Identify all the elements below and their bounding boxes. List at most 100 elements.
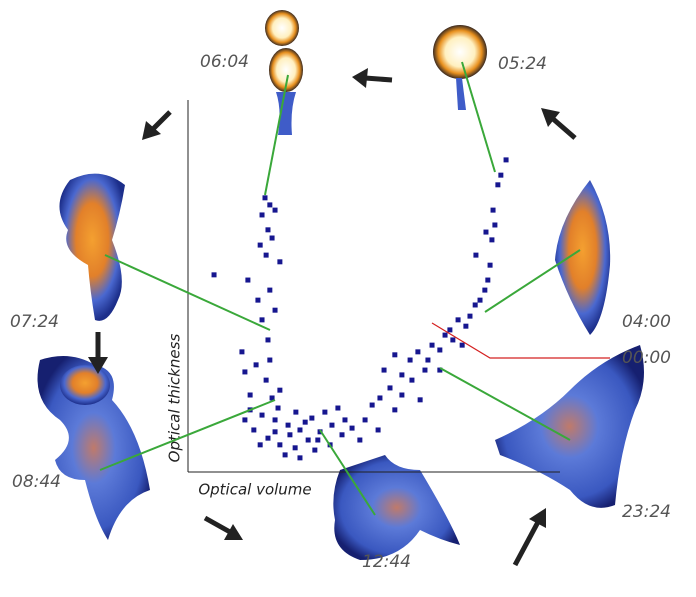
data-point (408, 358, 413, 363)
arrows (88, 68, 575, 565)
time-label: 06:04 (200, 52, 249, 72)
data-point (297, 455, 302, 460)
data-point (460, 343, 465, 348)
data-point (315, 438, 320, 443)
data-point (265, 227, 270, 232)
data-point (283, 452, 288, 457)
data-point (377, 395, 382, 400)
data-point (239, 349, 244, 354)
data-point (212, 272, 217, 277)
data-point (363, 417, 368, 422)
data-point (483, 230, 488, 235)
data-point (425, 358, 430, 363)
data-point (399, 372, 404, 377)
data-point (485, 278, 490, 283)
data-point (447, 327, 452, 332)
data-point (264, 253, 269, 258)
data-point (478, 298, 483, 303)
time-label: 12:44 (362, 552, 411, 572)
data-point (322, 410, 327, 415)
data-point (329, 423, 334, 428)
data-point (248, 392, 253, 397)
data-point (312, 448, 317, 453)
data-point (242, 369, 247, 374)
data-point (277, 442, 282, 447)
data-point (482, 288, 487, 293)
data-point (422, 368, 427, 373)
data-point (504, 157, 509, 162)
data-point (306, 438, 311, 443)
data-point (287, 432, 292, 437)
data-point (309, 416, 314, 421)
cells (38, 10, 645, 560)
time-label: 00:00 (622, 348, 671, 368)
data-point (488, 263, 493, 268)
data-point (370, 403, 375, 408)
data-point (293, 410, 298, 415)
data-point (418, 397, 423, 402)
data-point (255, 298, 260, 303)
axes (188, 100, 560, 472)
data-point (382, 368, 387, 373)
data-point (430, 343, 435, 348)
data-point (242, 417, 247, 422)
data-point (265, 337, 270, 342)
data-point (267, 358, 272, 363)
data-point (492, 222, 497, 227)
data-point (463, 324, 468, 329)
data-point (297, 427, 302, 432)
data-point (495, 182, 500, 187)
data-point (409, 378, 414, 383)
data-point (357, 438, 362, 443)
data-point (450, 337, 455, 342)
scatter-points (212, 157, 509, 460)
data-point (260, 212, 265, 217)
data-point (273, 308, 278, 313)
data-point (437, 347, 442, 352)
data-point (267, 202, 272, 207)
data-point (342, 417, 347, 422)
time-label: 05:24 (498, 54, 547, 74)
data-point (254, 362, 259, 367)
data-point (467, 314, 472, 319)
data-point (273, 417, 278, 422)
data-point (498, 173, 503, 178)
data-point (251, 427, 256, 432)
data-point (264, 378, 269, 383)
x-axis-label: Optical volume (198, 481, 311, 499)
time-label: 07:24 (10, 312, 59, 332)
time-label: 04:00 (622, 312, 671, 332)
data-point (489, 237, 494, 242)
data-point (350, 426, 355, 431)
data-point (286, 423, 291, 428)
data-point (245, 278, 250, 283)
time-label: 23:24 (622, 502, 671, 522)
data-point (392, 407, 397, 412)
data-point (376, 427, 381, 432)
data-point (335, 406, 340, 411)
data-point (263, 195, 268, 200)
data-point (277, 388, 282, 393)
data-point (260, 317, 265, 322)
data-point (277, 259, 282, 264)
data-point (276, 406, 281, 411)
data-point (303, 420, 308, 425)
figure: Optical volume Optical thickness 06:0405… (0, 0, 696, 597)
data-point (270, 236, 275, 241)
data-point (399, 392, 404, 397)
data-point (265, 436, 270, 441)
data-point (387, 385, 392, 390)
data-point (260, 413, 265, 418)
data-point (473, 302, 478, 307)
data-point (340, 432, 345, 437)
data-point (392, 352, 397, 357)
data-point (415, 349, 420, 354)
data-point (273, 208, 278, 213)
data-point (267, 288, 272, 293)
data-point (258, 243, 263, 248)
data-point (473, 253, 478, 258)
data-point (293, 445, 298, 450)
data-point (258, 442, 263, 447)
time-label: 08:44 (12, 472, 61, 492)
data-point (443, 333, 448, 338)
